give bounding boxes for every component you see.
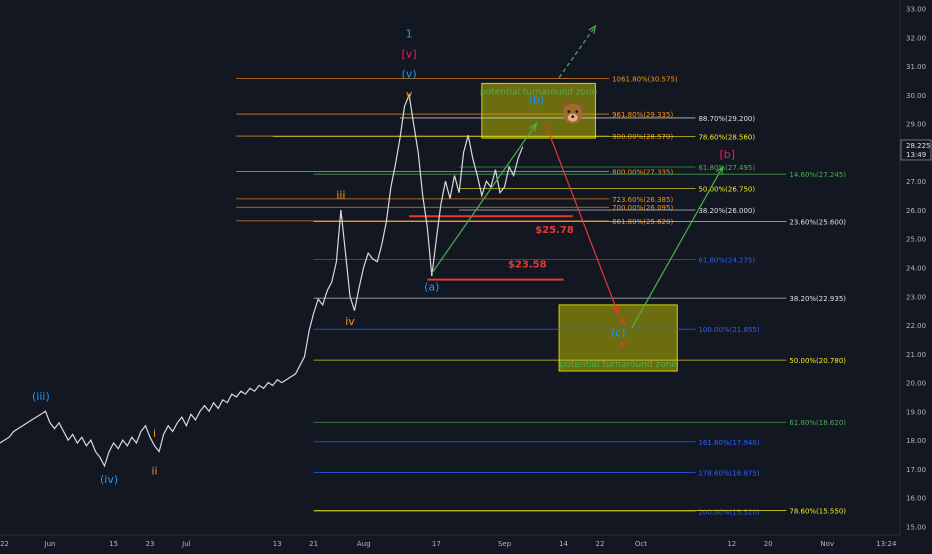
- time-axis-tick: Oct: [635, 540, 647, 548]
- fib-level-label: 88.70%(29.200): [698, 115, 755, 123]
- fib-level-label: 23.60%(25.600): [789, 218, 846, 226]
- projection-arrow[interactable]: [544, 123, 619, 314]
- wave-annotation: [v]: [402, 48, 417, 61]
- time-axis-tick: 12: [727, 540, 736, 548]
- wave-annotation: i: [153, 427, 156, 440]
- time-axis-tick: 21: [309, 540, 318, 548]
- fib-level-label: 700.00%(26.095): [612, 204, 673, 212]
- wave-annotation: [b]: [719, 148, 735, 161]
- price-axis-tick: 29.00: [906, 121, 926, 129]
- fib-level-label: 961.80%(29.335): [612, 111, 673, 119]
- time-axis-tick: 20: [764, 540, 773, 548]
- arrow-head: [716, 165, 724, 175]
- time-axis-tick: Sep: [498, 540, 512, 548]
- fib-level-label: 723.60%(26.385): [612, 196, 673, 204]
- projection-arrow[interactable]: [558, 25, 596, 79]
- fib-level-label: 50.00%(26.750): [698, 185, 755, 193]
- price-axis-tick: 22.00: [906, 322, 926, 330]
- wave-annotation: (c): [611, 327, 626, 340]
- fib-level-label: 61.80%(27.495): [698, 164, 755, 172]
- arrow-head: [529, 122, 538, 132]
- fib-level-label: 661.80%(25.620): [612, 218, 673, 226]
- price-axis-panel: [900, 0, 932, 550]
- arrow-head: [612, 305, 620, 315]
- projection-arrow[interactable]: [431, 123, 537, 274]
- price-axis-tick: 21.00: [906, 351, 926, 359]
- price-axis-tick: 31.00: [906, 63, 926, 71]
- price-axis-tick: 17.00: [906, 466, 926, 474]
- price-series-line[interactable]: [0, 92, 524, 468]
- target-marker: ×: [618, 337, 628, 351]
- fib-level-label: 78.60%(15.550): [789, 508, 846, 516]
- fib-level-label: 100.00%(21.855): [698, 326, 759, 334]
- fib-level-label: 800.00%(27.335): [612, 169, 673, 177]
- last-price-time: 13:49: [906, 151, 926, 159]
- fib-level-label: 1061.80%(30.575): [612, 75, 678, 83]
- price-axis-tick: 33.00: [906, 6, 926, 14]
- price-axis-tick: 19.00: [906, 408, 926, 416]
- wave-annotation: (a): [424, 281, 439, 294]
- time-axis-tick: 23: [146, 540, 155, 548]
- fib-level-label: 61.80%(24.275): [698, 257, 755, 265]
- fib-level-label: 200.00%(15.520): [698, 508, 759, 516]
- time-axis-tick: 13: [273, 540, 282, 548]
- price-axis-tick: 18.00: [906, 437, 926, 445]
- wave-annotation: iii: [336, 188, 345, 201]
- fib-level-label: 161.80%(17.940): [698, 439, 759, 447]
- zone-label: potential turnaround zone: [560, 360, 678, 370]
- wave-annotation: (v): [402, 68, 417, 81]
- target-marker: ×: [618, 314, 628, 328]
- last-price-badge: [900, 139, 932, 161]
- price-axis-tick: 25.00: [906, 236, 926, 244]
- time-axis-tick: 22: [596, 540, 605, 548]
- time-axis-tick: 22: [0, 540, 9, 548]
- wave-annotation: iv: [345, 315, 355, 328]
- wave-annotation: v: [406, 88, 413, 101]
- price-axis-tick: 30.00: [906, 92, 926, 100]
- time-axis-tick: Jun: [44, 540, 56, 548]
- price-axis-tick: 15.00: [906, 523, 926, 531]
- time-axis-tick: Aug: [357, 540, 371, 548]
- wave-annotation: $25.78: [535, 225, 574, 236]
- price-axis-tick: 23.00: [906, 293, 926, 301]
- time-axis-tick: 15: [109, 540, 118, 548]
- wave-annotation: ii: [151, 465, 157, 478]
- time-axis-tick: 13:24: [876, 540, 897, 548]
- time-axis-tick: 17: [432, 540, 441, 548]
- time-axis-tick: Nov: [820, 540, 834, 548]
- fib-level-label: 38.20%(22.935): [789, 295, 846, 303]
- price-axis-tick: 27.00: [906, 178, 926, 186]
- wave-annotation: 1: [406, 27, 413, 40]
- fib-level-label: 61.80%(18.620): [789, 419, 846, 427]
- time-axis-tick: 14: [559, 540, 568, 548]
- wave-annotation: (b): [529, 94, 545, 107]
- fib-level-label: 900.00%(28.570): [612, 133, 673, 141]
- fib-level-label: 38.20%(26.000): [698, 207, 755, 215]
- bear-icon: [561, 101, 584, 124]
- price-axis-tick: 26.00: [906, 207, 926, 215]
- price-axis-tick: 20.00: [906, 380, 926, 388]
- fib-level-label: 78.60%(28.560): [698, 133, 755, 141]
- price-axis-tick: 24.00: [906, 265, 926, 273]
- last-price-value: 28.225: [906, 142, 931, 150]
- zone-label: potential turnaround zone: [480, 87, 598, 97]
- fib-level-label: 14.60%(27.245): [789, 171, 846, 179]
- time-axis-tick: Jul: [181, 540, 191, 548]
- fib-level-label: 50.00%(20.780): [789, 357, 846, 365]
- wave-annotation: $23.58: [508, 260, 547, 271]
- price-axis-tick: 32.00: [906, 34, 926, 42]
- wave-annotation: (iv): [100, 473, 118, 486]
- arrow-head: [588, 24, 597, 34]
- projection-arrow[interactable]: [631, 166, 724, 329]
- fib-level-label: 178.60%(16.875): [698, 469, 759, 477]
- price-axis-tick: 16.00: [906, 495, 926, 503]
- wave-annotation: (iii): [32, 390, 50, 403]
